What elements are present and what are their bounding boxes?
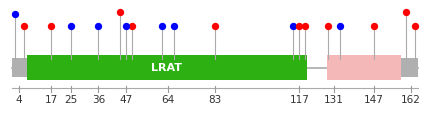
Point (370, 25, 377, 27)
Point (95, 25, 102, 27)
Text: 147: 147 (364, 95, 384, 105)
Text: 117: 117 (289, 95, 309, 105)
Point (11, 13, 18, 15)
Point (122, 25, 129, 27)
Point (129, 25, 135, 27)
Text: 25: 25 (64, 95, 78, 105)
Point (412, 25, 419, 27)
Point (158, 25, 165, 27)
Text: 47: 47 (119, 95, 132, 105)
Text: 4: 4 (16, 95, 22, 105)
Point (403, 11, 410, 13)
Text: LRAT: LRAT (151, 62, 182, 73)
Point (290, 25, 297, 27)
Point (324, 25, 331, 27)
Point (296, 25, 303, 27)
Bar (401, 58, 418, 77)
Text: 64: 64 (161, 95, 175, 105)
Point (48, 25, 55, 27)
Point (20, 25, 27, 27)
Bar (12, 58, 27, 77)
Text: 83: 83 (209, 95, 221, 105)
Point (302, 25, 309, 27)
Point (212, 25, 218, 27)
Point (171, 25, 178, 27)
Point (337, 25, 344, 27)
Text: 17: 17 (45, 95, 58, 105)
Text: 36: 36 (92, 95, 105, 105)
Text: 131: 131 (324, 95, 344, 105)
Bar (326, 55, 401, 80)
Point (116, 11, 123, 13)
Bar (27, 55, 307, 80)
Text: 162: 162 (401, 95, 421, 105)
Point (68, 25, 75, 27)
